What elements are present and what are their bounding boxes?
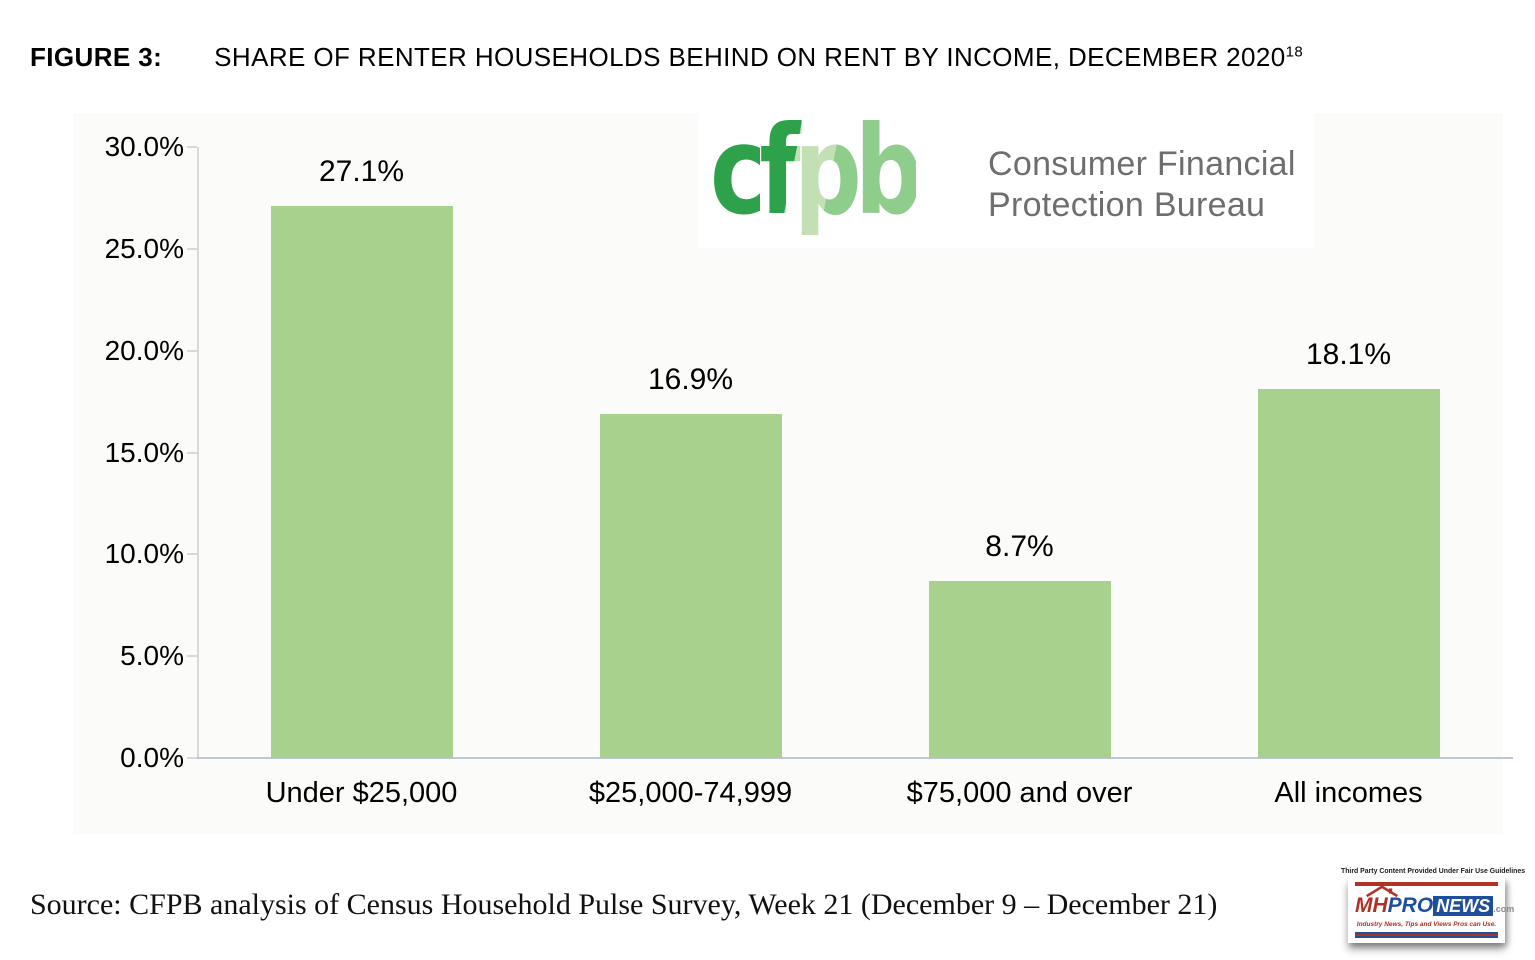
y-tick-label: 25.0% (104, 232, 184, 264)
x-axis-category-label: $25,000-74,999 (588, 777, 793, 809)
y-tick-mark (187, 553, 197, 556)
x-axis-category-label: All incomes (1274, 777, 1423, 809)
y-tick-mark (187, 247, 197, 250)
mhpronews-logo-card: MHPRO NEWS .com Industry News, Tips and Vi… (1348, 878, 1514, 943)
cfpb-wordmark-icon: cfpb (710, 100, 923, 242)
bar-4 (1257, 389, 1440, 758)
y-tick-mark (187, 757, 197, 759)
y-axis-line (197, 147, 199, 758)
x-axis-category-label: $75,000 and over (906, 777, 1133, 809)
mhpronews-watermark: Third Party Content Provided Under Fair … (1341, 866, 1526, 943)
figure-footnote-marker: 18 (1285, 43, 1304, 61)
mhpronews-logo: MHPRO NEWS .com (1355, 885, 1514, 918)
cfpb-logo-name: Consumer Financial Protection Bureau (988, 144, 1296, 226)
brand-pro: PRO (1387, 894, 1434, 917)
watermark-tagline: Industry News, Tips and Views Pros can U… (1356, 921, 1497, 928)
bar-value-label: 16.9% (647, 362, 734, 396)
y-tick-label: 30.0% (104, 131, 184, 162)
bar-value-label: 27.1% (318, 155, 405, 189)
fair-use-disclaimer: Third Party Content Provided Under Fair … (1341, 866, 1526, 875)
bar-2 (599, 413, 782, 758)
y-tick-mark (187, 655, 197, 658)
cfpb-logo: cfpb Consumer Financial Protection Burea… (698, 108, 1314, 248)
y-tick-mark (187, 451, 197, 454)
figure-heading: SHARE OF RENTER HOUSEHOLDS BEHIND ON REN… (214, 42, 1286, 72)
house-roof-icon (1366, 885, 1398, 897)
watermark-top-bar (1355, 882, 1498, 886)
y-tick-mark (187, 349, 197, 352)
figure-number-label: FIGURE 3: (30, 42, 163, 72)
y-tick-label: 15.0% (104, 436, 184, 468)
x-axis-line (188, 757, 1513, 759)
brand-tld: .com (1493, 904, 1515, 914)
y-tick-label: 5.0% (120, 640, 184, 672)
watermark-bottom-bar (1355, 932, 1498, 938)
bar-value-label: 18.1% (1305, 338, 1392, 372)
x-axis-category-label: Under $25,000 (265, 777, 458, 809)
y-tick-label: 10.0% (104, 538, 184, 570)
cfpb-name-line1: Consumer Financial (988, 145, 1296, 183)
y-tick-mark (187, 146, 197, 148)
brand-mh: MH (1355, 894, 1388, 917)
y-tick-label: 20.0% (104, 334, 184, 366)
y-tick-label: 0.0% (120, 742, 184, 773)
figure-title: FIGURE 3: SHARE OF RENTER HOUSEHOLDS BEHI… (30, 42, 1303, 73)
source-caption: Source: CFPB analysis of Census Househol… (30, 888, 1218, 921)
bar-1 (270, 206, 453, 758)
cfpb-name-line2: Protection Bureau (988, 186, 1266, 224)
bar-3 (928, 580, 1111, 758)
bar-value-label: 8.7% (985, 529, 1054, 563)
brand-news: NEWS (1433, 896, 1494, 916)
